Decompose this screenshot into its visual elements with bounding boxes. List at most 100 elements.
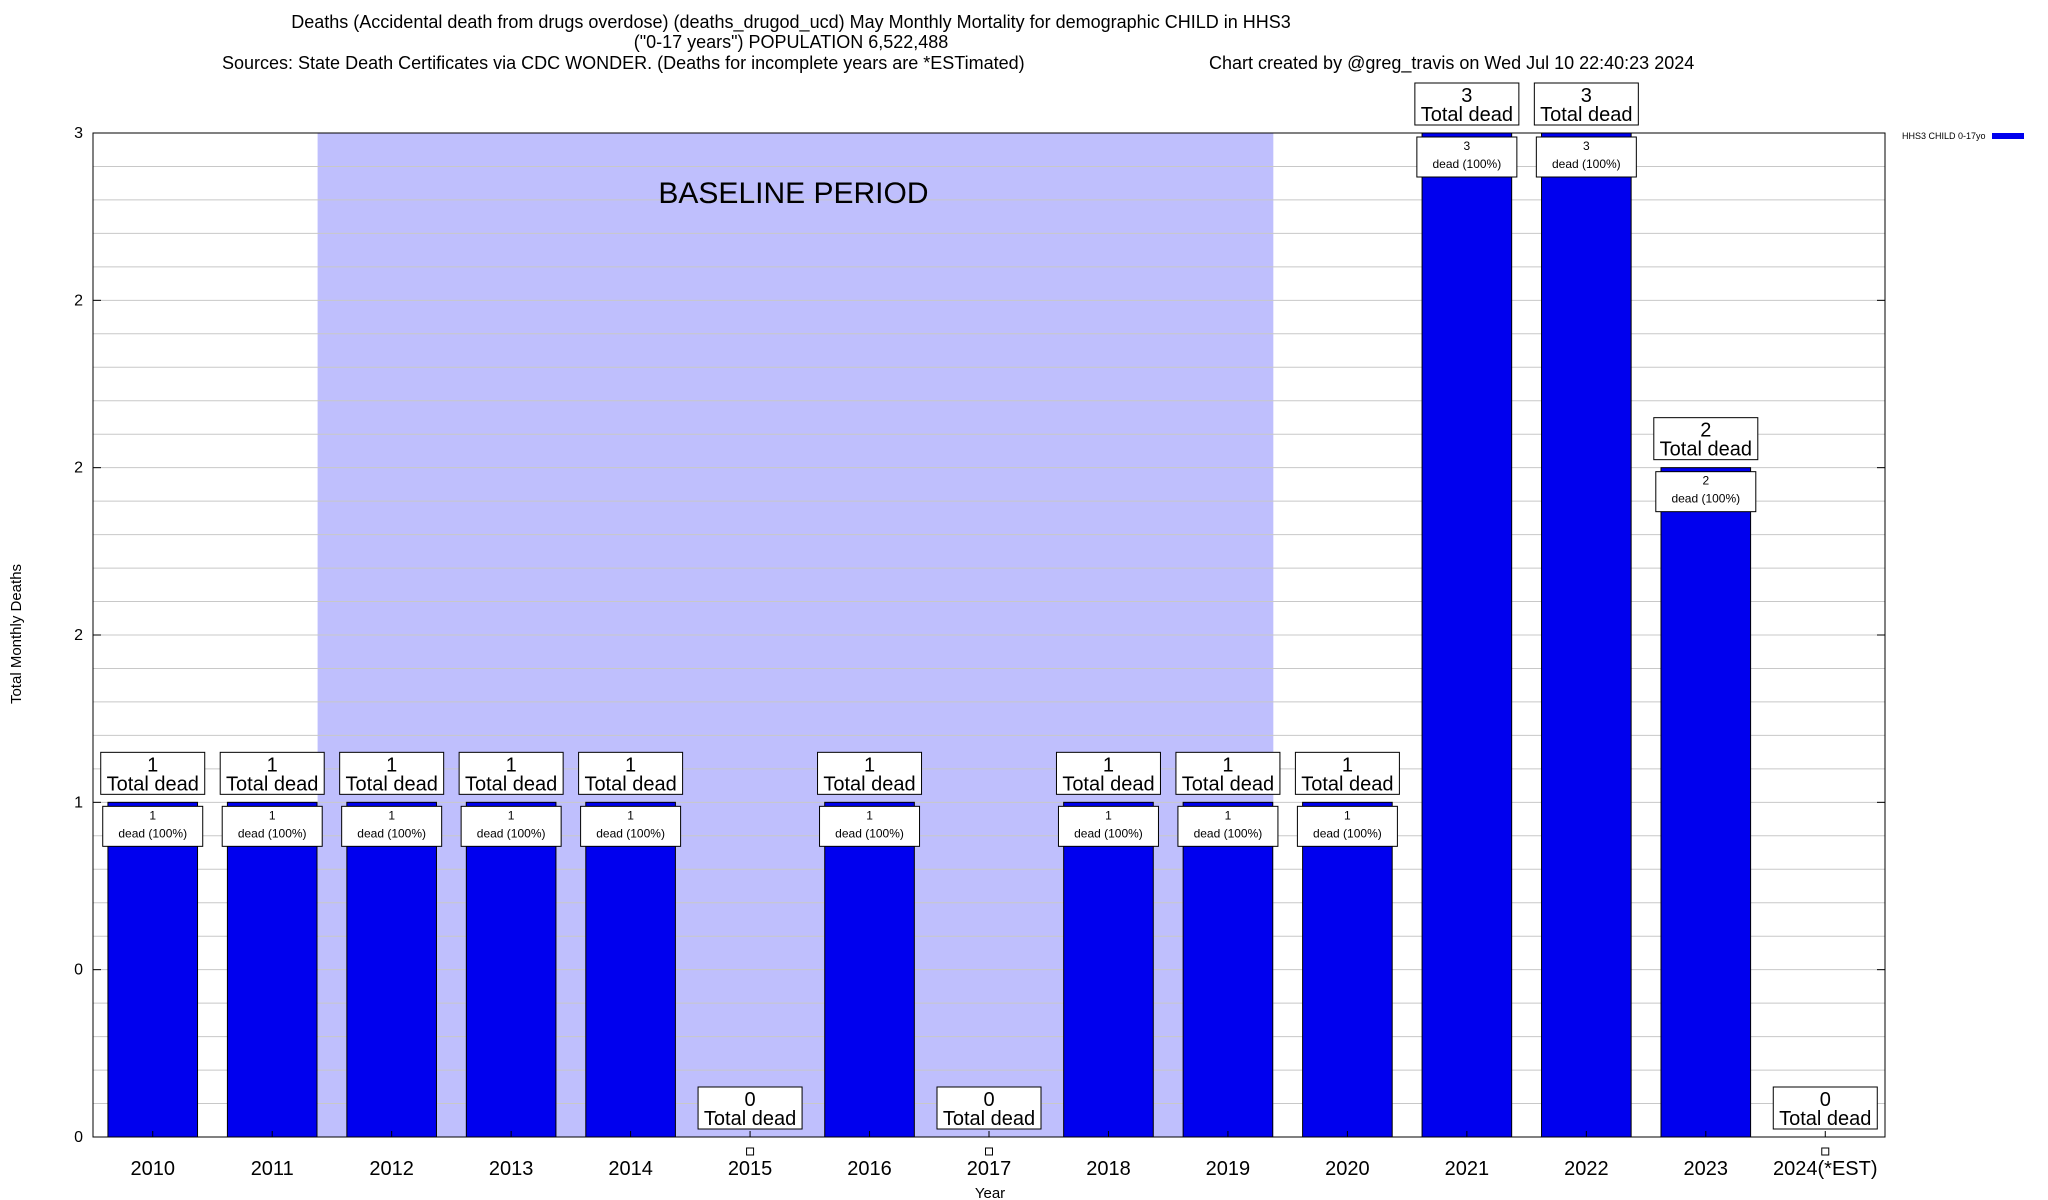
total-label-count: 0 [1820,1089,1831,1111]
bar-2023 [1660,467,1752,1138]
bar-inner-label-box [102,805,204,847]
y-tick-label: 2 [74,292,83,309]
y-tick-label: 1 [74,794,83,811]
x-tick-label: 2022 [1564,1158,1609,1180]
bar-inner-count: 2 [1702,474,1709,488]
total-label-text: Total dead [1540,104,1632,126]
y-axis-ticks: 0 0 1 2 2 2 3 [74,125,1885,1146]
y-axis-label: Total Monthly Deaths [8,564,25,704]
total-label-box [697,1086,803,1130]
total-label-text: Total dead [1421,104,1513,126]
total-label-box [1175,751,1281,795]
total-label-text: Total dead [584,773,676,795]
x-tick-label: 2015 [728,1158,773,1180]
bar-inner-count: 3 [1583,139,1590,153]
total-label-box [219,751,325,795]
bar-marker-zero [1821,1147,1830,1156]
total-label-count: 1 [506,754,517,776]
total-label-count: 3 [1581,85,1592,107]
bar-inner-count: 1 [149,808,156,822]
chart-title-line1: Deaths (Accidental death from drugs over… [291,12,1291,32]
bar-inner-count: 1 [1225,808,1232,822]
bar-inner-pct: dead (100%) [1671,492,1740,506]
x-tick-label: 2018 [1086,1158,1131,1180]
y-tick-label: 0 [74,962,83,979]
x-tick-label: 2012 [369,1158,414,1180]
bar-inner-count: 1 [1344,808,1351,822]
chart-sources: Sources: State Death Certificates via CD… [222,53,1025,73]
bar-inner-count: 1 [388,808,395,822]
total-label-box [936,1086,1042,1130]
bar-inner-label-box [1057,805,1159,847]
bar-2019 [1182,801,1274,1138]
x-tick-label: 2019 [1206,1158,1251,1180]
total-label-box [100,751,206,795]
total-label-text: Total dead [346,773,438,795]
x-tick-label: 2010 [130,1158,175,1180]
x-tick-label: 2016 [847,1158,892,1180]
y-tick-label: 2 [74,627,83,644]
x-tick-label: 2021 [1445,1158,1490,1180]
bar-inner-pct: dead (100%) [1313,826,1382,840]
bar-inner-pct: dead (100%) [477,826,546,840]
total-label-text: Total dead [1779,1108,1871,1130]
bar-inner-pct: dead (100%) [596,826,665,840]
bar-inner-label-box [221,805,323,847]
total-label-box [578,751,684,795]
bar-2016 [824,801,915,1138]
bar-inner-pct: dead (100%) [1433,157,1502,171]
bar-inner-label-box [341,805,443,847]
bar-inner-pct: dead (100%) [1552,157,1621,171]
bar-inner-count: 1 [627,808,634,822]
bar-inner-label-box [460,805,562,847]
bar-2014 [585,801,676,1138]
x-axis-ticks: 2010 2011 2012 2013 2014 2015 2016 2017 2018 2019… [130,1131,1878,1180]
total-label-text: Total dead [1301,773,1393,795]
x-tick-label: 2013 [489,1158,534,1180]
total-label-text: Total dead [107,773,199,795]
bar-inner-label-box [1416,136,1518,178]
total-label-count: 1 [1103,754,1114,776]
bar-inner-label-box [1535,136,1637,178]
total-label-count: 1 [1222,754,1233,776]
bar-2018 [1063,801,1154,1138]
bar-2020 [1302,801,1393,1138]
total-label-text: Total dead [226,773,318,795]
bar-inner-label-box [580,805,682,847]
bar-2012 [346,801,437,1138]
total-label-box [1533,82,1639,126]
total-label-count: 0 [983,1089,994,1111]
bar-inner-pct: dead (100%) [118,826,187,840]
x-tick-label: 2020 [1325,1158,1370,1180]
bars [107,132,1830,1156]
chart-title-line2: ("0-17 years") POPULATION 6,522,488 [633,32,949,52]
bar-inner-count: 3 [1464,139,1471,153]
total-label-box [1653,417,1759,461]
bar-2010 [107,801,199,1138]
bar-2013 [465,801,557,1138]
total-label-text: Total dead [1660,439,1752,461]
total-label-count: 1 [386,754,397,776]
x-axis-label: Year [975,1185,1005,1200]
bar-inner-count: 1 [508,808,515,822]
x-tick-label: 2014 [608,1158,653,1180]
x-tick-label: 2011 [251,1158,294,1180]
total-label-box [1294,751,1400,795]
bar-inner-pct: dead (100%) [357,826,426,840]
total-label-box [1772,1086,1878,1130]
baseline-period-label: BASELINE PERIOD [658,177,928,210]
legend-swatch [1991,133,2024,139]
total-label-box [458,751,564,795]
total-label-count: 1 [625,754,636,776]
total-label-count: 1 [147,754,158,776]
bar-inner-label-box [1296,805,1398,847]
total-label-count: 1 [1342,754,1353,776]
total-label-count: 3 [1461,85,1472,107]
total-label-text: Total dead [1062,773,1154,795]
bar-inner-pct: dead (100%) [835,826,904,840]
bar-inner-count: 1 [269,808,276,822]
total-label-box [1414,82,1520,126]
y-tick-label: 0 [74,1129,83,1146]
bar-marker-zero [985,1147,993,1156]
